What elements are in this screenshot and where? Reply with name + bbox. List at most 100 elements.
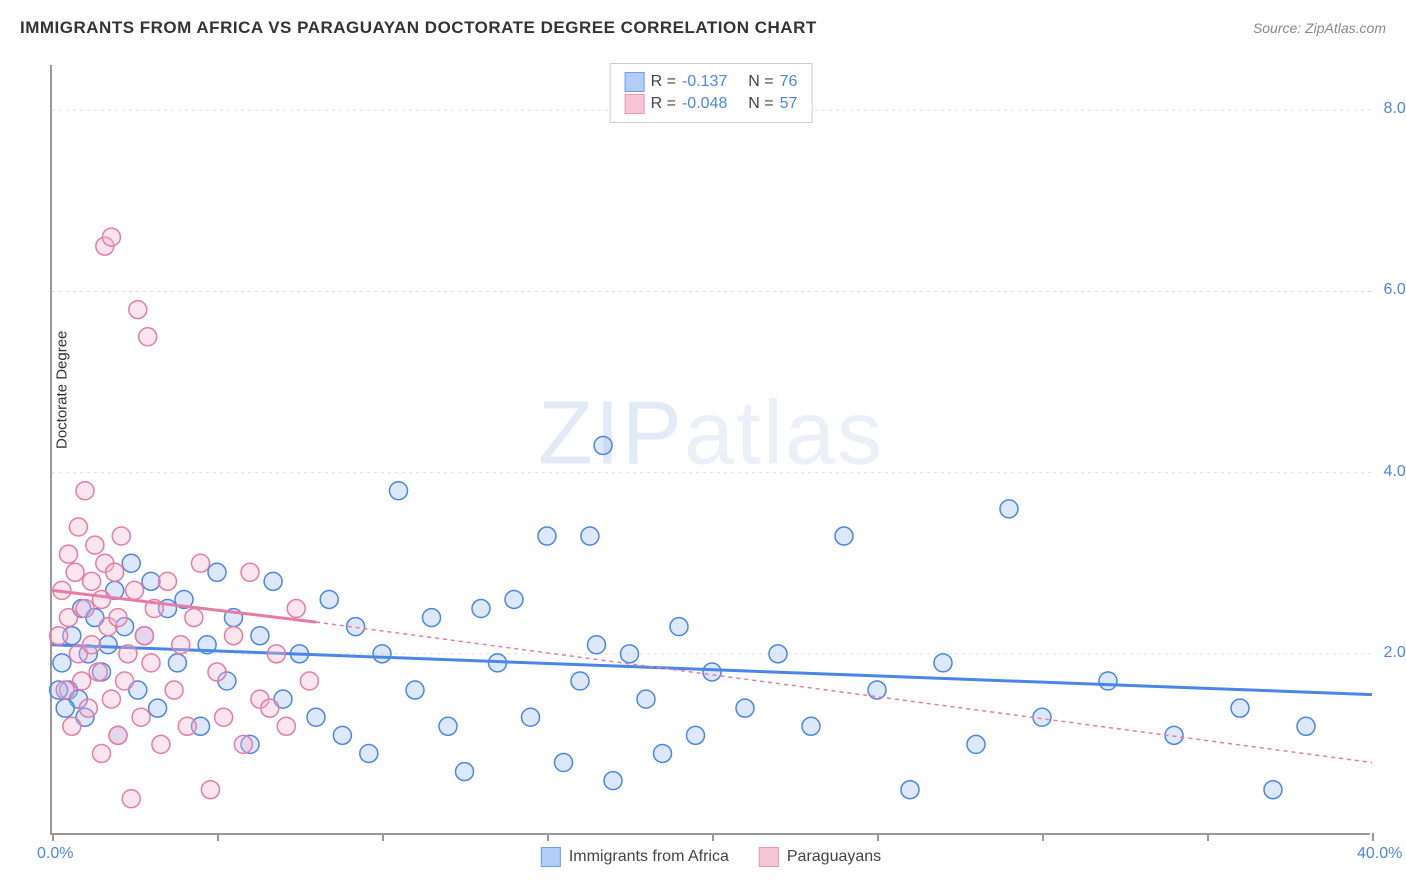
scatter-point	[390, 482, 408, 500]
scatter-point	[241, 563, 259, 581]
x-tick	[1372, 833, 1374, 841]
scatter-point	[261, 699, 279, 717]
x-tick	[877, 833, 879, 841]
y-tick-label: 4.0%	[1384, 463, 1406, 481]
legend-item-paraguay: Paraguayans	[759, 847, 881, 867]
scatter-point	[1099, 672, 1117, 690]
chart-container: IMMIGRANTS FROM AFRICA VS PARAGUAYAN DOC…	[0, 0, 1406, 892]
scatter-point	[53, 654, 71, 672]
legend-label-africa: Immigrants from Africa	[569, 848, 729, 866]
scatter-point	[267, 645, 285, 663]
scatter-point	[687, 726, 705, 744]
scatter-point	[93, 590, 111, 608]
x-tick	[1042, 833, 1044, 841]
scatter-point	[178, 717, 196, 735]
r-value-africa: -0.137	[682, 73, 727, 91]
scatter-point	[637, 690, 655, 708]
swatch-paraguay	[625, 94, 645, 114]
scatter-point	[168, 654, 186, 672]
scatter-point	[307, 708, 325, 726]
scatter-point	[1033, 708, 1051, 726]
scatter-point	[86, 536, 104, 554]
correlation-legend: R = -0.137 N = 76 R = -0.048 N = 57	[610, 63, 813, 123]
scatter-point	[159, 572, 177, 590]
swatch-paraguay-bottom	[759, 847, 779, 867]
x-tick	[382, 833, 384, 841]
y-tick-label: 2.0%	[1384, 644, 1406, 662]
x-tick	[52, 833, 54, 841]
scatter-point	[89, 663, 107, 681]
scatter-point	[251, 627, 269, 645]
scatter-point	[109, 726, 127, 744]
scatter-point	[149, 699, 167, 717]
scatter-point	[208, 663, 226, 681]
scatter-point	[129, 301, 147, 319]
r-label-paraguay: R =	[651, 95, 676, 113]
scatter-point	[50, 627, 68, 645]
n-label-paraguay: N =	[748, 95, 773, 113]
x-tick	[217, 833, 219, 841]
scatter-point	[192, 554, 210, 572]
n-value-africa: 76	[780, 73, 798, 91]
scatter-point	[79, 699, 97, 717]
scatter-point	[99, 636, 117, 654]
scatter-point	[406, 681, 424, 699]
scatter-point	[142, 572, 160, 590]
scatter-point	[152, 735, 170, 753]
scatter-point	[106, 563, 124, 581]
scatter-point	[423, 609, 441, 627]
chart-title: IMMIGRANTS FROM AFRICA VS PARAGUAYAN DOC…	[20, 18, 817, 38]
scatter-point	[102, 228, 120, 246]
scatter-point	[581, 527, 599, 545]
scatter-point	[264, 572, 282, 590]
scatter-point	[126, 581, 144, 599]
scatter-point	[571, 672, 589, 690]
scatter-point	[139, 328, 157, 346]
trend-line	[52, 645, 1372, 695]
scatter-point	[83, 572, 101, 590]
scatter-point	[320, 590, 338, 608]
scatter-point	[208, 563, 226, 581]
scatter-point	[703, 663, 721, 681]
legend-row-paraguay: R = -0.048 N = 57	[625, 94, 798, 114]
scatter-point	[76, 600, 94, 618]
scatter-point	[122, 554, 140, 572]
scatter-point	[63, 717, 81, 735]
scatter-svg	[52, 65, 1370, 833]
scatter-point	[172, 636, 190, 654]
scatter-point	[594, 436, 612, 454]
scatter-point	[277, 717, 295, 735]
swatch-africa	[625, 72, 645, 92]
scatter-point	[670, 618, 688, 636]
scatter-point	[73, 672, 91, 690]
scatter-point	[109, 609, 127, 627]
y-tick-label: 6.0%	[1384, 281, 1406, 299]
scatter-point	[538, 527, 556, 545]
scatter-point	[69, 518, 87, 536]
scatter-point	[102, 690, 120, 708]
scatter-point	[934, 654, 952, 672]
scatter-point	[142, 654, 160, 672]
scatter-point	[472, 600, 490, 618]
scatter-point	[967, 735, 985, 753]
x-tick	[1207, 833, 1209, 841]
scatter-point	[122, 790, 140, 808]
scatter-point	[505, 590, 523, 608]
n-label-africa: N =	[748, 73, 773, 91]
scatter-point	[868, 681, 886, 699]
scatter-point	[119, 645, 137, 663]
scatter-point	[83, 636, 101, 654]
x-tick-label: 40.0%	[1357, 845, 1402, 863]
legend-item-africa: Immigrants from Africa	[541, 847, 729, 867]
scatter-point	[76, 482, 94, 500]
scatter-point	[300, 672, 318, 690]
scatter-point	[201, 781, 219, 799]
scatter-point	[439, 717, 457, 735]
scatter-point	[555, 754, 573, 772]
scatter-point	[60, 609, 78, 627]
scatter-point	[901, 781, 919, 799]
scatter-point	[93, 744, 111, 762]
scatter-point	[1000, 500, 1018, 518]
scatter-point	[116, 672, 134, 690]
scatter-point	[165, 681, 183, 699]
